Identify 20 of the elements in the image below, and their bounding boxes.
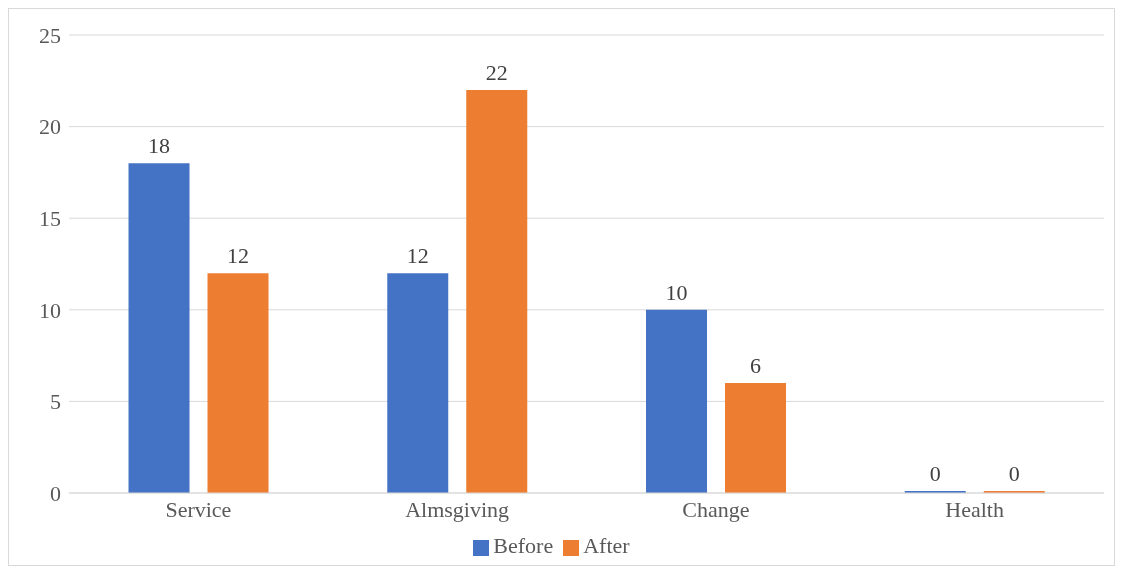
data-label: 10 — [665, 279, 688, 305]
legend-label: After — [583, 533, 630, 558]
data-label: 6 — [750, 353, 762, 379]
x-tick-label: Almsgiving — [405, 496, 510, 522]
data-label: 12 — [406, 243, 429, 269]
data-label: 18 — [148, 133, 171, 159]
data-label: 22 — [485, 59, 508, 85]
y-tick-label: 0 — [50, 480, 61, 506]
y-tick-label: 25 — [39, 22, 61, 48]
y-tick-label: 15 — [39, 206, 61, 232]
x-tick-label: Health — [945, 496, 1004, 522]
data-label: 0 — [929, 461, 941, 486]
data-label: 12 — [227, 243, 250, 269]
y-tick-label: 20 — [39, 114, 61, 140]
y-tick-label: 10 — [39, 297, 61, 323]
legend-label: Before — [493, 533, 554, 558]
y-tick-label: 5 — [50, 389, 61, 415]
x-tick-label: Service — [165, 496, 232, 522]
x-tick-label: Change — [682, 496, 750, 522]
data-label: 0 — [1008, 461, 1020, 486]
